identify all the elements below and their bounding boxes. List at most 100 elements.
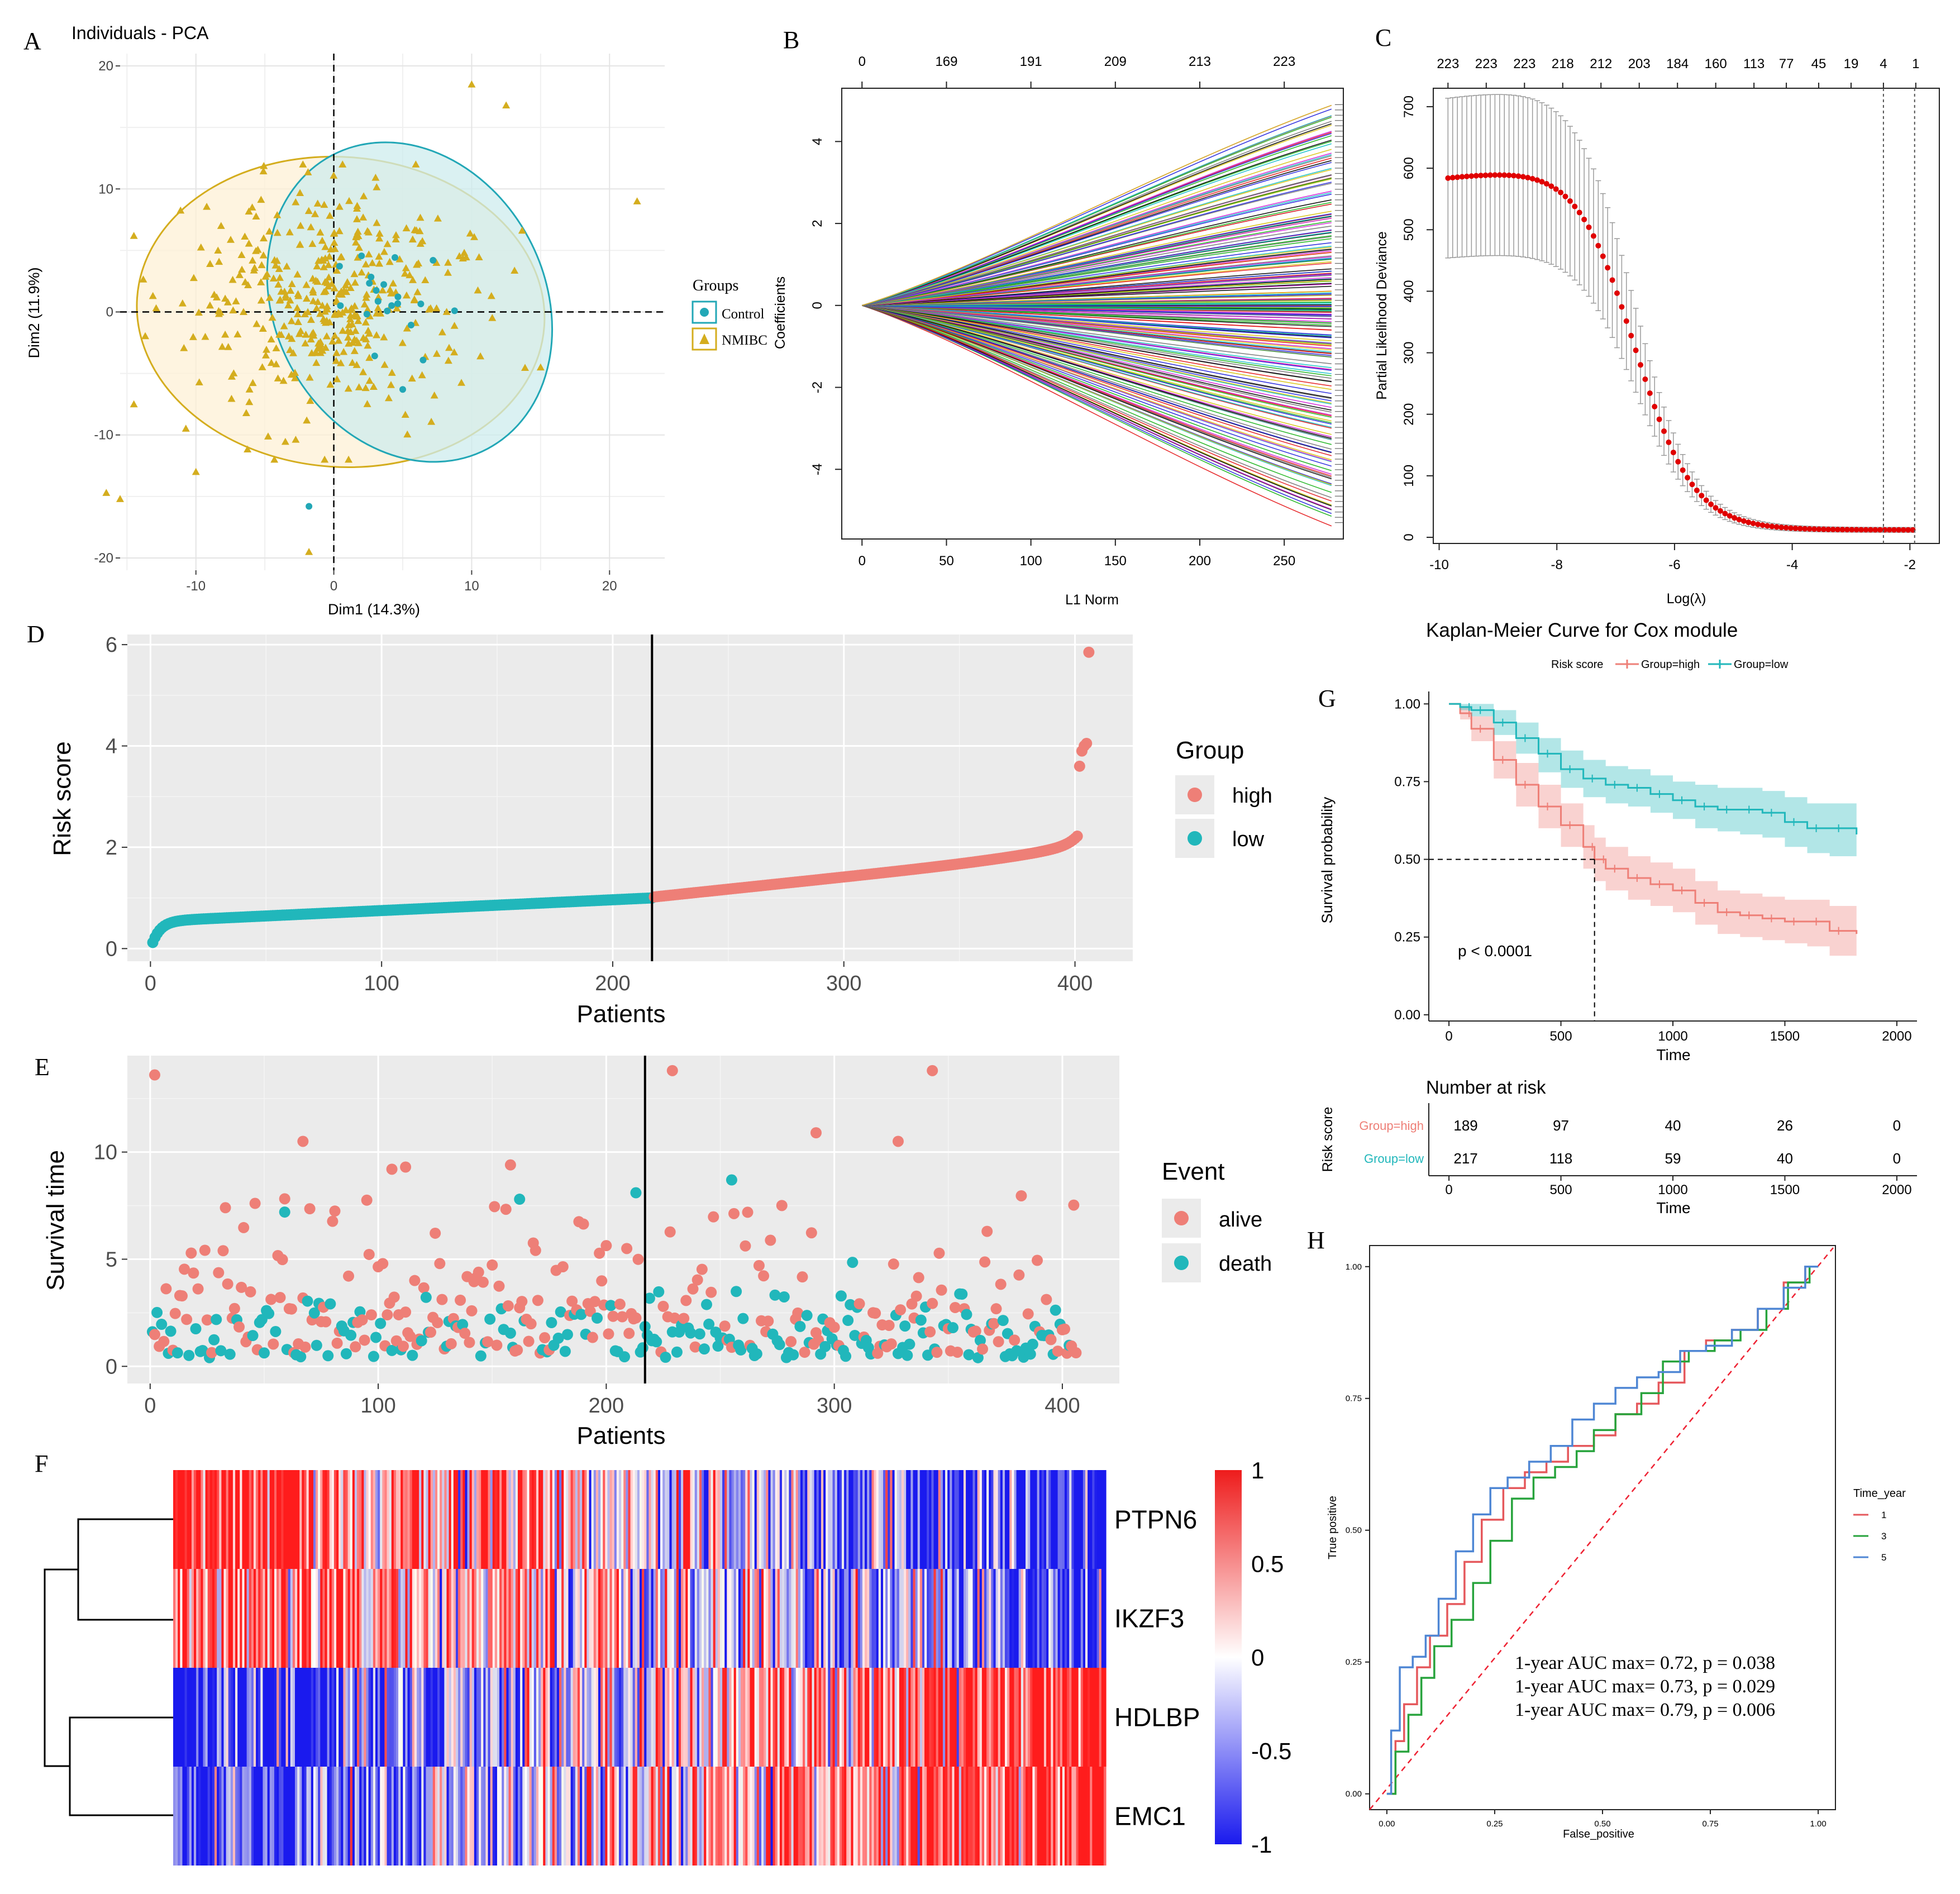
heatmap-cell <box>764 1569 766 1668</box>
heatmap-cell <box>336 1470 339 1569</box>
heatmap-cell <box>474 1767 477 1866</box>
survival-point-alive <box>279 1193 290 1205</box>
coefficient-path <box>862 305 1332 477</box>
heatmap-cell <box>993 1767 996 1866</box>
heatmap-cell <box>1069 1470 1072 1569</box>
heatmap-cell <box>924 1470 927 1569</box>
nmibc-outlier-point <box>102 489 111 496</box>
deviance-point <box>1628 332 1634 338</box>
heatmap-cell <box>885 1668 888 1767</box>
heatmap-cell <box>614 1470 617 1569</box>
heatmap-cell <box>444 1668 447 1767</box>
survival-point-death <box>171 1347 183 1359</box>
coefficient-path <box>862 303 1332 306</box>
coefficient-path <box>862 305 1332 376</box>
heatmap-cell <box>851 1569 854 1668</box>
heatmap-cell <box>782 1767 785 1866</box>
heatmap-cell <box>485 1569 489 1668</box>
deviance-point <box>1586 224 1592 230</box>
nmibc-point <box>304 207 313 214</box>
heatmap-cell <box>384 1569 388 1668</box>
heatmap-cell <box>651 1470 654 1569</box>
nmibc-point <box>373 218 381 226</box>
heatmap-cell <box>653 1668 656 1767</box>
heatmap-cell <box>777 1767 780 1866</box>
coefficient-path <box>862 104 1332 306</box>
heatmap-cell <box>194 1767 197 1866</box>
legend-control-label: Control <box>722 307 764 322</box>
heatmap-cell <box>766 1767 769 1866</box>
heatmap-cell <box>919 1767 923 1866</box>
panel-h-legend: Time_year 1 3 5 <box>1853 1487 1906 1563</box>
heatmap-cell <box>230 1470 233 1569</box>
heatmap-cell <box>970 1767 974 1866</box>
heatmap-cell <box>333 1470 337 1569</box>
nmibc-point <box>403 430 412 438</box>
deviance-point <box>1825 526 1832 532</box>
control-point <box>394 293 402 300</box>
deviance-point <box>1778 524 1785 531</box>
heatmap-cell <box>513 1569 516 1668</box>
heatmap-cell <box>743 1767 746 1866</box>
heatmap-cell <box>515 1767 518 1866</box>
heatmap-cell <box>341 1470 344 1569</box>
nmibc-point <box>259 167 268 175</box>
x-tick-label: 0.25 <box>1486 1819 1503 1829</box>
nmibc-point <box>330 229 338 236</box>
heatmap-cell <box>566 1767 569 1866</box>
survival-point-alive <box>669 1312 680 1324</box>
heatmap-cell <box>440 1767 442 1866</box>
deviance-point <box>1905 527 1911 533</box>
heatmap-cell <box>1088 1569 1090 1668</box>
heatmap-cell <box>662 1470 665 1569</box>
x-tick-label: 0.50 <box>1594 1819 1610 1829</box>
heatmap-cell <box>736 1668 739 1767</box>
heatmap-cell <box>550 1470 553 1569</box>
heatmap-cell <box>667 1668 670 1767</box>
heatmap-cell <box>228 1767 231 1866</box>
heatmap-cell <box>655 1767 659 1866</box>
heatmap-cell <box>818 1470 822 1569</box>
heatmap-cell <box>950 1569 953 1668</box>
nmibc-point <box>252 212 260 220</box>
heatmap-cell <box>520 1668 523 1767</box>
heatmap-cell <box>803 1569 805 1668</box>
heatmap-cell <box>717 1569 721 1668</box>
nmibc-point <box>303 416 311 424</box>
heatmap-cell <box>614 1569 617 1668</box>
heatmap-cell <box>1030 1767 1033 1866</box>
heatmap-cell <box>998 1668 1001 1767</box>
x-tick-label: 200 <box>1189 554 1211 569</box>
heatmap-cell <box>800 1767 803 1866</box>
deviance-point <box>1600 253 1606 259</box>
heatmap-cell <box>754 1767 757 1866</box>
heatmap-cell <box>559 1470 562 1569</box>
survival-point-alive <box>810 1127 822 1139</box>
heatmap-cell <box>345 1668 349 1767</box>
heatmap-cell <box>1028 1767 1031 1866</box>
nmibc-point <box>354 317 363 325</box>
nmibc-point <box>488 314 497 321</box>
survival-point-alive <box>979 1256 991 1268</box>
heatmap-cell <box>919 1569 923 1668</box>
heatmap-cell <box>347 1668 351 1767</box>
heatmap-cell <box>899 1668 902 1767</box>
heatmap-cell <box>1101 1668 1104 1767</box>
heatmap-cell <box>209 1668 213 1767</box>
nmibc-point <box>257 195 265 203</box>
panel-g-pvalue: p < 0.0001 <box>1458 942 1532 960</box>
heatmap-cell <box>846 1569 849 1668</box>
heatmap-cell <box>738 1569 741 1668</box>
heatmap-cell <box>1094 1767 1098 1866</box>
heatmap-cell <box>341 1767 344 1866</box>
survival-point-alive <box>1070 1347 1082 1359</box>
heatmap-cell <box>674 1668 677 1767</box>
heatmap-cell <box>488 1569 491 1668</box>
nmibc-point <box>223 298 232 306</box>
survival-point-death <box>840 1351 852 1362</box>
heatmap-cell <box>642 1470 645 1569</box>
heatmap-cell <box>1005 1569 1008 1668</box>
nmibc-point <box>328 337 337 345</box>
nmibc-point <box>227 236 235 243</box>
heatmap-cell <box>1069 1668 1072 1767</box>
